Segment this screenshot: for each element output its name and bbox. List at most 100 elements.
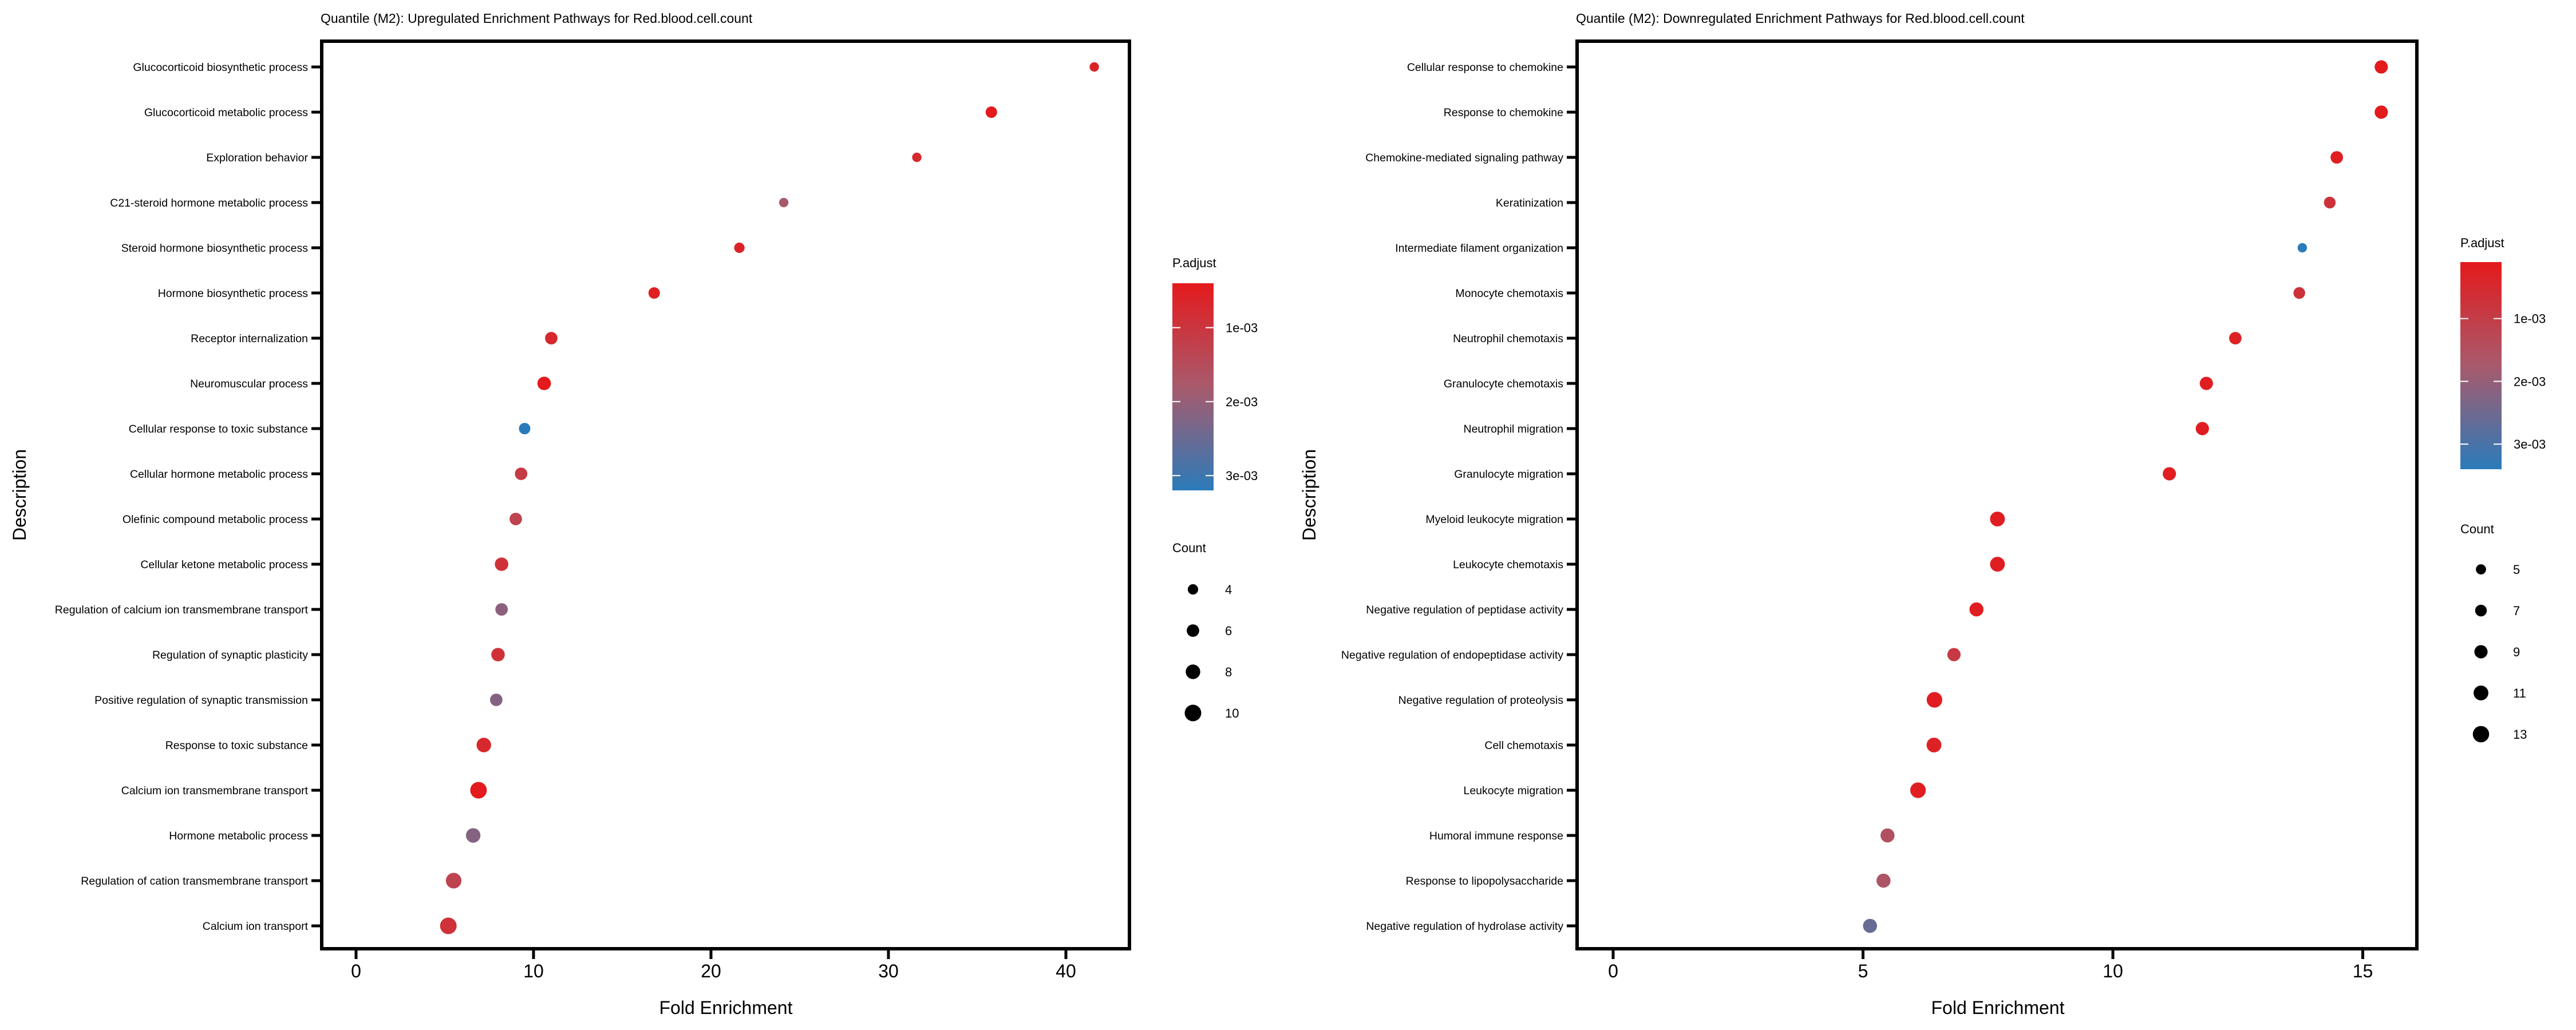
x-tick-label: 30 <box>878 961 899 981</box>
color-bar-tick-label: 1e-03 <box>2514 312 2546 326</box>
x-tick-label: 0 <box>351 961 361 981</box>
size-legend-dot <box>1187 624 1199 637</box>
data-point <box>2330 151 2344 164</box>
data-point <box>440 917 457 934</box>
y-ticks <box>1567 65 1575 928</box>
y-tick-label: Regulation of cation transmembrane trans… <box>81 875 308 888</box>
y-tick-label: Intermediate filament organization <box>1395 242 1563 255</box>
y-tick-label: Myeloid leukocyte migration <box>1425 513 1563 526</box>
y-tick-label: Keratinization <box>1496 197 1563 209</box>
x-axis-title: Fold Enrichment <box>1931 997 2065 1018</box>
data-point <box>1947 648 1961 661</box>
panel-downregulated: Quantile (M2): Downregulated Enrichment … <box>1299 11 2546 1018</box>
legend: P.adjust 1e-03 2e-03 3e-03 Count 4 6 8 10 <box>1172 256 1258 722</box>
data-point <box>648 287 660 299</box>
y-tick-label: Negative regulation of proteolysis <box>1398 694 1564 707</box>
size-legend-title: Count <box>1172 541 1206 555</box>
y-tick-label: Neuromuscular process <box>190 378 308 390</box>
size-legend-label: 4 <box>1225 583 1232 597</box>
data-point <box>490 694 503 706</box>
data-point <box>2229 332 2242 344</box>
color-bar-tick-label: 3e-03 <box>1226 469 1258 483</box>
data-point <box>2374 60 2388 74</box>
x-tick-label: 5 <box>1858 961 1868 981</box>
y-tick-label: Humoral immune response <box>1429 830 1563 842</box>
y-tick-label: Steroid hormone biosynthetic process <box>121 242 309 255</box>
y-tick-label: Negative regulation of endopeptidase act… <box>1341 649 1563 661</box>
data-points <box>440 62 1099 934</box>
data-point <box>2374 105 2388 119</box>
color-legend-title: P.adjust <box>2460 236 2504 250</box>
x-tick-label: 20 <box>701 961 721 981</box>
y-tick-label: Leukocyte chemotaxis <box>1453 558 1563 571</box>
color-bar-tick-label: 2e-03 <box>2514 374 2546 389</box>
data-point <box>1880 828 1895 843</box>
data-point <box>2297 243 2308 253</box>
y-tick-label: Regulation of synaptic plasticity <box>152 649 308 661</box>
size-legend-label: 11 <box>2513 686 2526 700</box>
data-point <box>779 197 789 208</box>
color-bar-ticks: 1e-03 2e-03 3e-03 <box>2460 312 2546 451</box>
y-axis-title: Description <box>1299 449 1319 541</box>
y-tick-label: Neutrophil chemotaxis <box>1453 332 1563 345</box>
x-tick-label: 0 <box>1608 961 1618 981</box>
y-tick-label: Cellular response to toxic substance <box>129 423 308 435</box>
x-axis-title: Fold Enrichment <box>659 997 793 1018</box>
y-tick-label: Response to toxic substance <box>165 739 308 752</box>
color-bar-tick-label: 2e-03 <box>1226 395 1258 409</box>
y-ticks <box>311 65 320 928</box>
color-legend-title: P.adjust <box>1172 256 1216 270</box>
panel-upregulated: Quantile (M2): Upregulated Enrichment Pa… <box>9 11 1258 1018</box>
size-legend-dot <box>1184 704 1202 722</box>
data-point <box>509 513 522 525</box>
y-tick-label: Cellular response to chemokine <box>1407 61 1563 74</box>
size-legend-items: 4 6 8 10 <box>1184 583 1239 722</box>
data-point <box>545 332 558 344</box>
x-tick-label: 10 <box>523 961 544 981</box>
data-point <box>491 648 505 661</box>
size-legend-label: 6 <box>1225 624 1232 638</box>
y-tick-labels: Cellular response to chemokine Response t… <box>1341 61 1563 933</box>
x-tick-label: 15 <box>2353 961 2373 981</box>
data-point <box>2163 467 2176 481</box>
data-points <box>1863 60 2388 933</box>
data-point <box>2199 377 2213 390</box>
y-tick-label: Chemokine-mediated signaling pathway <box>1365 152 1563 164</box>
data-point <box>734 242 745 253</box>
y-tick-label: Cellular hormone metabolic process <box>130 468 308 481</box>
data-point <box>1876 873 1891 888</box>
y-tick-label: Positive regulation of synaptic transmis… <box>94 694 308 707</box>
size-legend-dot <box>2475 604 2487 617</box>
size-legend-label: 9 <box>2513 645 2520 659</box>
y-tick-label: C21-steroid hormone metabolic process <box>110 197 308 209</box>
data-point <box>1990 557 2005 572</box>
y-tick-label: Calcium ion transmembrane transport <box>121 785 309 797</box>
x-ticks: 0 10 20 30 40 <box>351 950 1076 981</box>
data-point <box>2293 287 2305 299</box>
data-point <box>519 423 531 434</box>
y-tick-labels: Glucocorticoid biosynthetic process Gluco… <box>55 61 309 933</box>
y-tick-label: Glucocorticoid metabolic process <box>144 106 308 119</box>
data-point <box>1926 692 1942 708</box>
data-point <box>445 873 462 889</box>
y-tick-label: Leukocyte migration <box>1463 785 1563 797</box>
color-bar-tick-label: 3e-03 <box>2514 437 2546 451</box>
data-point <box>495 557 508 571</box>
chart-title: Quantile (M2): Upregulated Enrichment Pa… <box>321 11 753 26</box>
y-tick-label: Cell chemotaxis <box>1484 739 1563 752</box>
data-point <box>476 738 491 752</box>
y-axis-title: Description <box>9 449 30 541</box>
y-tick-label: Monocyte chemotaxis <box>1455 287 1563 300</box>
data-point <box>537 377 551 390</box>
x-ticks: 0 5 10 15 <box>1608 950 2373 981</box>
color-bar <box>1172 283 1214 490</box>
data-point <box>1990 512 2005 526</box>
y-tick-label: Calcium ion transport <box>203 920 309 933</box>
color-bar-ticks: 1e-03 2e-03 3e-03 <box>1172 321 1258 483</box>
data-point <box>985 106 997 118</box>
size-legend-label: 10 <box>1225 706 1239 720</box>
color-bar-tick-label: 1e-03 <box>1226 321 1258 335</box>
y-tick-label: Granulocyte chemotaxis <box>1444 378 1563 390</box>
data-point <box>1089 62 1099 72</box>
